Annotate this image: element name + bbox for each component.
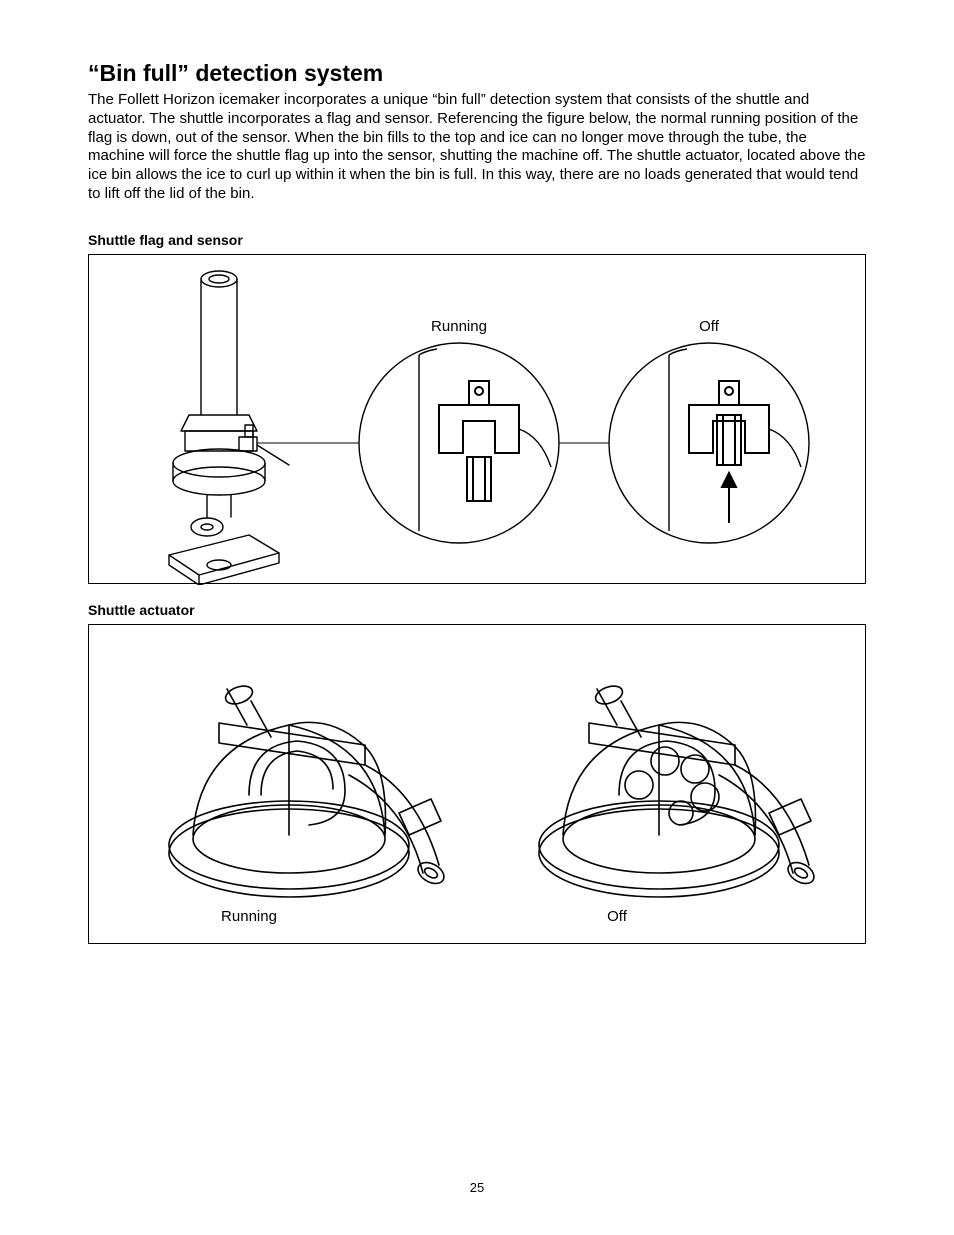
figure2-label: Shuttle actuator	[88, 602, 866, 618]
section-body: The Follett Horizon icemaker incorporate…	[88, 91, 866, 204]
figure1-svg: Running	[89, 255, 865, 585]
page: “Bin full” detection system The Follett …	[0, 0, 954, 1235]
figure1-box: Running	[88, 254, 866, 584]
page-number: 25	[0, 1180, 954, 1195]
figure2-box: Running	[88, 624, 866, 944]
figure2-running-label: Running	[221, 908, 277, 925]
figure2-off-label: Off	[607, 908, 628, 925]
figure2-svg: Running	[89, 625, 865, 945]
figure1-running-label: Running	[431, 318, 487, 335]
section-title: “Bin full” detection system	[88, 60, 866, 87]
figure1-off-label: Off	[699, 318, 720, 335]
figure1-label: Shuttle flag and sensor	[88, 232, 866, 248]
